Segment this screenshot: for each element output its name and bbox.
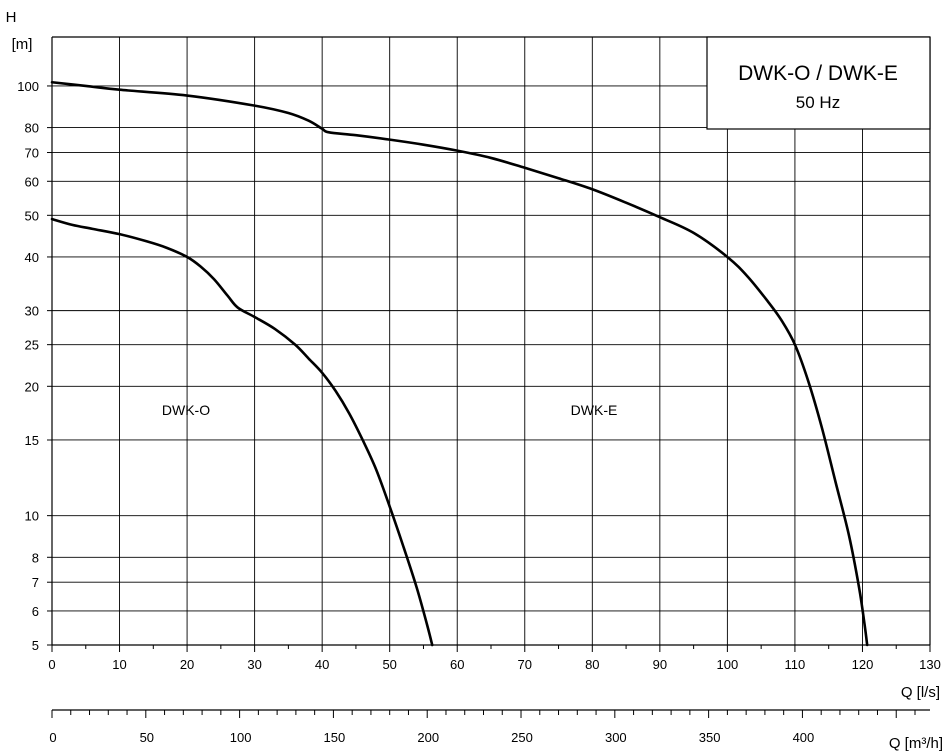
x-tick-label: 40 <box>315 657 329 672</box>
x-tick-label: 120 <box>852 657 874 672</box>
x-tick-label: 0 <box>48 657 55 672</box>
y-tick-label: 40 <box>25 250 39 265</box>
y-tick-label: 30 <box>25 304 39 319</box>
y-tick-label: 5 <box>32 638 39 653</box>
x-tick-label: 110 <box>785 657 806 672</box>
x2-tick-label: 150 <box>324 730 346 745</box>
curve-label-dwk-o: DWK-O <box>162 402 210 418</box>
y-tick-label: 100 <box>17 79 39 94</box>
y-tick-label: 8 <box>32 550 39 565</box>
x2-tick-label: 400 <box>793 730 815 745</box>
x-tick-label: 60 <box>450 657 464 672</box>
y-tick-label: 70 <box>25 146 39 161</box>
x-tick-label: 50 <box>382 657 396 672</box>
x-tick-label: 100 <box>717 657 739 672</box>
y-tick-label: 20 <box>25 379 39 394</box>
title-box <box>706 36 931 130</box>
y-grid-lines <box>52 85 930 646</box>
x2-tick-label: 0 <box>49 730 56 745</box>
y-tick-label: 25 <box>25 338 39 353</box>
x-axis-title: Q [l/s] <box>901 684 940 701</box>
y-tick-label: 10 <box>25 509 39 524</box>
x-tick-label: 130 <box>919 657 941 672</box>
y-tick-label: 15 <box>25 433 39 448</box>
curve-dwk-o <box>50 217 434 647</box>
x2-tick-label: 300 <box>605 730 627 745</box>
chart-subtitle: 50 Hz <box>796 93 840 112</box>
x2-axis-title: Q [m³/h] <box>889 735 943 752</box>
chart-title: DWK-O / DWK-E <box>738 62 898 85</box>
y-axis-unit: [m] <box>12 36 33 53</box>
x2-tick-label: 350 <box>699 730 721 745</box>
y-tick-label: 60 <box>25 174 39 189</box>
y-tick-label: 80 <box>25 121 39 136</box>
curve-dwk-e <box>50 80 869 647</box>
x-tick-label: 80 <box>585 657 599 672</box>
y-axis-ticks: 5 6 7 8 10 15 20 25 30 40 50 60 70 80 100 <box>17 79 52 653</box>
curves <box>50 80 869 647</box>
x2-tick-label: 200 <box>417 730 439 745</box>
x2-tick-label: 100 <box>230 730 252 745</box>
y-axis-title: H <box>6 9 17 26</box>
x-tick-label: 30 <box>247 657 261 672</box>
y-tick-label: 6 <box>32 604 39 619</box>
y-tick-label: 50 <box>25 208 39 223</box>
x-axis-ticks: 0 10 20 30 40 50 60 70 80 90 100 110 120 130 <box>48 645 941 672</box>
x-tick-label: 90 <box>653 657 667 672</box>
curve-label-dwk-e: DWK-E <box>571 402 618 418</box>
x2-tick-label: 250 <box>511 730 533 745</box>
x-tick-label: 70 <box>518 657 532 672</box>
x2-tick-label: 50 <box>140 730 154 745</box>
x-tick-label: 10 <box>112 657 126 672</box>
secondary-x-axis: 0 50 100 150 200 250 300 350 400 <box>49 709 930 745</box>
y-tick-label: 7 <box>32 575 39 590</box>
x-tick-label: 20 <box>180 657 194 672</box>
